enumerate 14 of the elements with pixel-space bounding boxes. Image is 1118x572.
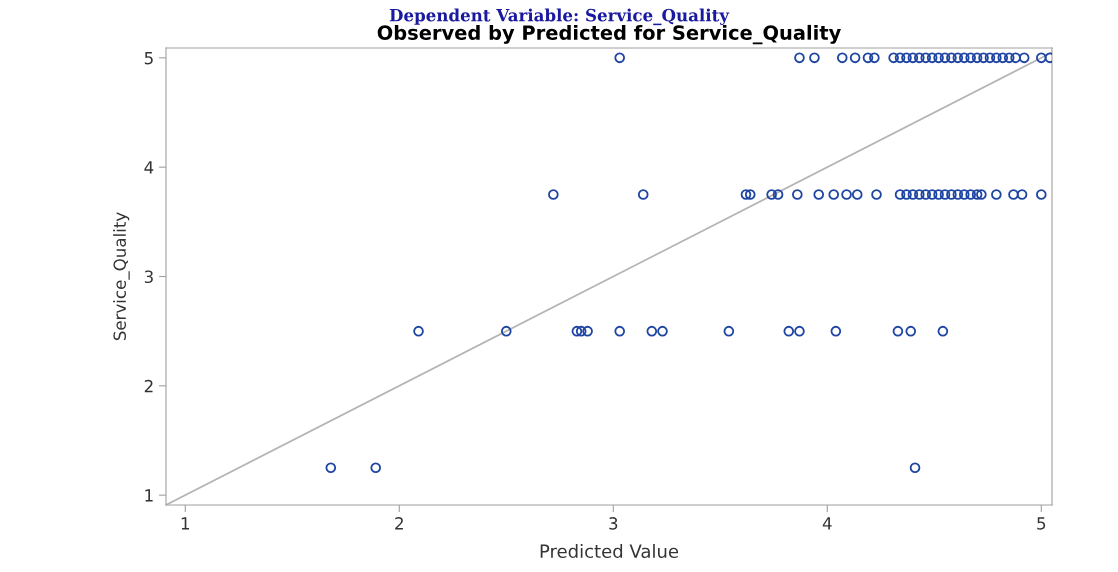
- x-axis-title: Predicted Value: [540, 544, 679, 559]
- x-tick-label: 1: [181, 517, 190, 530]
- x-tick-label: 3: [609, 517, 618, 530]
- x-tick-label: 5: [1037, 517, 1046, 530]
- y-tick-label: 1: [145, 489, 153, 502]
- y-tick-label: 4: [144, 161, 154, 174]
- y-axis-title: Service_Quality: [113, 212, 130, 341]
- x-tick-label: 4: [822, 517, 832, 530]
- y-tick-label: 5: [144, 52, 153, 65]
- x-tick-label: 2: [395, 517, 403, 530]
- text: Dependent Variable: Service_Quality: [389, 8, 730, 26]
- y-tick-label: 3: [144, 270, 153, 284]
- chart-title: Observed by Predicted for Service_Quality: [377, 24, 841, 45]
- y-tick-label: 2: [144, 379, 153, 393]
